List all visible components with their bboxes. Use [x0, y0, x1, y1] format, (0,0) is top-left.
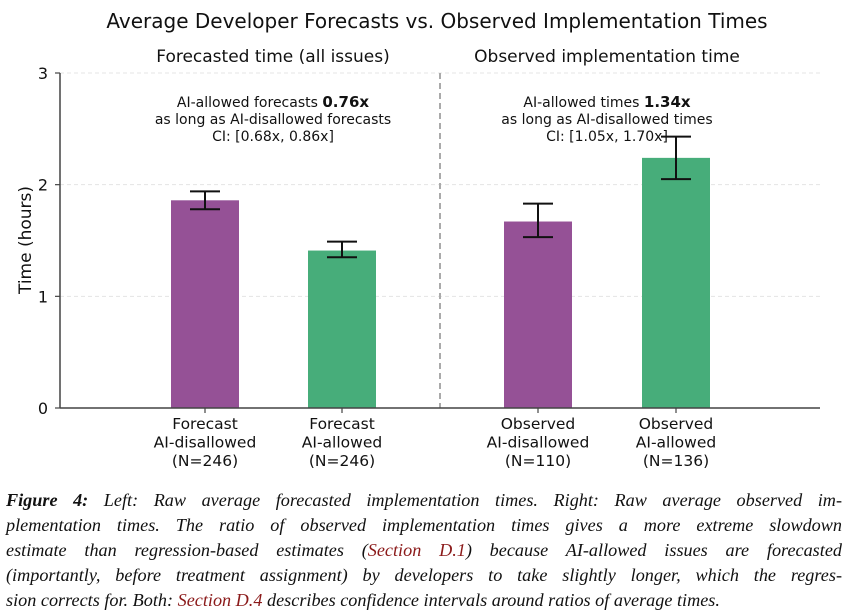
caption-label: Figure 4:: [6, 490, 89, 510]
x-tick-label: Forecast: [309, 415, 375, 433]
panel-subtitle: Observed implementation time: [474, 47, 740, 67]
caption-text: sion corrects for. Both:: [6, 590, 178, 610]
caption-line: plementation times. The ratio of observe…: [6, 513, 842, 538]
section-link[interactable]: Section D.1: [367, 540, 466, 560]
x-tick-label: Forecast: [172, 415, 238, 433]
bar-chart: Average Developer Forecasts vs. Observed…: [16, 9, 820, 470]
ratio-value: 1.34x: [644, 93, 691, 111]
ratio-prefix: AI-allowed times: [523, 95, 643, 111]
y-tick-label: 1: [38, 287, 48, 306]
x-tick-label: (N=110): [505, 452, 571, 470]
section-link[interactable]: Section D.4: [177, 590, 263, 610]
x-tick-label: AI-allowed: [636, 434, 716, 452]
caption-text: (importantly, before treatment assignmen…: [6, 565, 842, 585]
bar: [642, 157, 710, 408]
x-tick-label: AI-allowed: [302, 434, 382, 452]
y-axis-label: Time (hours): [16, 186, 36, 295]
ratio-annotation-line2: as long as AI-disallowed forecasts: [155, 112, 391, 128]
x-tick-label: AI-disallowed: [154, 434, 257, 452]
chart-title: Average Developer Forecasts vs. Observed…: [106, 9, 767, 33]
caption-text: estimate than regression-based estimates…: [6, 540, 368, 560]
caption-text: plementation times. The ratio of observe…: [6, 515, 842, 535]
caption-text: Left: Raw average forecasted implementat…: [88, 490, 842, 510]
caption-text: ) because AI-allowed issues are forecast…: [465, 540, 842, 560]
ratio-value: 0.76x: [322, 93, 369, 111]
x-tick-label: (N=246): [172, 452, 238, 470]
caption-line: (importantly, before treatment assignmen…: [6, 563, 842, 588]
y-tick-label: 0: [38, 399, 48, 418]
bar: [308, 250, 376, 408]
caption-line: Figure 4: Left: Raw average forecasted i…: [6, 488, 842, 513]
x-tick-label: Observed: [639, 415, 714, 433]
x-tick-label: Observed: [501, 415, 576, 433]
bar: [171, 200, 239, 408]
ratio-ci: CI: [1.05x, 1.70x]: [546, 129, 668, 145]
caption-text: describes confidence intervals around ra…: [262, 590, 720, 610]
x-tick-label: (N=136): [643, 452, 709, 470]
bar: [504, 221, 572, 408]
ratio-annotation: AI-allowed times 1.34x: [523, 93, 690, 111]
ratio-ci: CI: [0.68x, 0.86x]: [212, 129, 334, 145]
x-tick-label: (N=246): [309, 452, 375, 470]
ratio-annotation: AI-allowed forecasts 0.76x: [177, 93, 369, 111]
panel-subtitle: Forecasted time (all issues): [156, 47, 389, 67]
x-tick-label: AI-disallowed: [487, 434, 590, 452]
figure-caption: Figure 4: Left: Raw average forecasted i…: [6, 488, 842, 613]
caption-line: estimate than regression-based estimates…: [6, 538, 842, 563]
y-tick-label: 2: [38, 176, 48, 195]
caption-line: sion corrects for. Both: Section D.4 des…: [6, 588, 842, 613]
ratio-prefix: AI-allowed forecasts: [177, 95, 322, 111]
ratio-annotation-line2: as long as AI-disallowed times: [501, 112, 712, 128]
y-tick-label: 3: [38, 64, 48, 83]
